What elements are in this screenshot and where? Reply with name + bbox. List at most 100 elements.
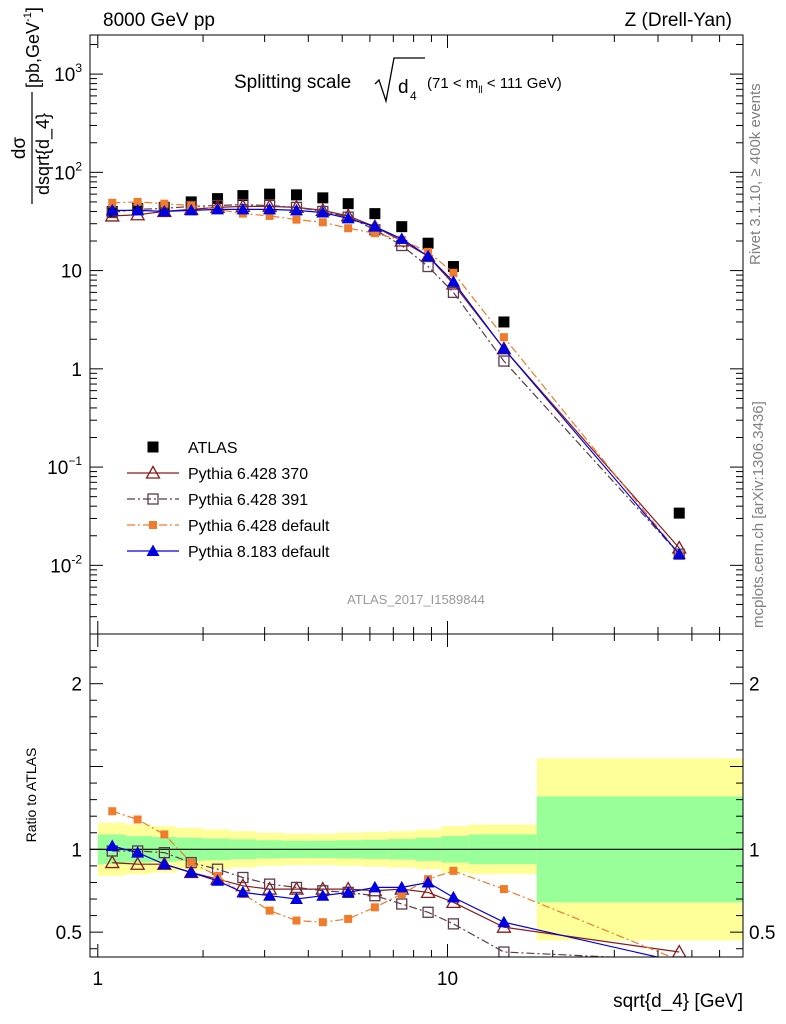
point-p6def xyxy=(160,199,169,208)
header-right: Z (Drell-Yan) xyxy=(625,10,732,31)
y-tick-label: 10 xyxy=(61,262,82,283)
x-tick-label: 10 xyxy=(437,969,458,990)
ratio-y-tick-label: 1 xyxy=(71,840,82,861)
plot-title-var-sub: 4 xyxy=(410,89,417,103)
point-p8def xyxy=(672,547,686,560)
point-atlas xyxy=(396,221,408,233)
ratio-point-p8def xyxy=(105,839,119,852)
main-panel: 10-2 10−1 1 10 102 103 xyxy=(47,34,744,635)
legend-label-p6def: Pythia 6.428 default xyxy=(188,518,330,535)
point-atlas xyxy=(212,193,224,205)
ratio-point-p6def xyxy=(344,914,353,923)
point-p8def xyxy=(157,204,171,217)
ratio-point-p8def xyxy=(263,889,277,901)
point-p6def xyxy=(344,224,353,233)
ratio-point-p6def xyxy=(370,903,379,912)
point-p8def xyxy=(211,202,225,215)
x-tick-label: 1 xyxy=(93,969,104,990)
legend-label-p8def: Pythia 8.183 default xyxy=(188,544,330,561)
ratio-point-p8def xyxy=(157,857,171,870)
side-label-mcplots: mcplots.cern.ch [arXiv:1306.3436] xyxy=(750,401,767,628)
point-p8def xyxy=(421,249,435,262)
point-p6def xyxy=(499,333,508,342)
header-left: 8000 GeV pp xyxy=(103,10,215,31)
point-atlas xyxy=(447,261,459,273)
point-p8def xyxy=(368,220,382,232)
ratio-point-p8def xyxy=(289,892,303,905)
point-p391 xyxy=(422,260,434,273)
x-axis-label: sqrt{d_4} [GeV] xyxy=(613,991,743,1012)
side-label-rivet: Rivet 3.1.10, ≥ 400k events xyxy=(747,83,764,265)
legend-item-p8def: Pythia 8.183 default xyxy=(127,544,330,561)
ratio-point-p370 xyxy=(420,884,436,899)
point-atlas xyxy=(422,237,434,249)
point-p8def xyxy=(341,211,355,224)
point-p8def xyxy=(131,203,145,216)
y-label-numerator: dσ xyxy=(9,137,30,160)
legend-marker-atlas xyxy=(147,441,159,453)
point-atlas xyxy=(290,189,302,201)
plot-title-cut: (71 < mll < 111 GeV) xyxy=(427,75,562,96)
point-p6def xyxy=(318,218,327,227)
point-p8def xyxy=(263,202,277,215)
series-line-p391 xyxy=(112,203,680,555)
point-p8def xyxy=(236,202,250,215)
ratio-y-tick-label: 2 xyxy=(71,675,82,696)
legend-item-p391: Pythia 6.428 391 xyxy=(127,492,308,509)
ratio-point-p8def xyxy=(497,915,511,928)
legend-label-p391: Pythia 6.428 391 xyxy=(188,492,308,509)
ratio-y-tick-label-right: 2 xyxy=(749,675,760,696)
point-p8def xyxy=(184,203,198,216)
y-label-denominator: dsqrt{d_4} xyxy=(33,113,54,195)
point-p8def xyxy=(395,232,409,244)
point-p8def xyxy=(497,342,511,354)
ratio-point-p391 xyxy=(263,878,276,890)
series-line-p6def xyxy=(112,201,680,555)
legend-marker-p391 xyxy=(147,493,159,505)
legend-item-p6def: Pythia 6.428 default xyxy=(127,518,330,535)
ratio-series-p6def xyxy=(108,807,673,957)
point-p8def xyxy=(316,206,330,218)
series-p8def xyxy=(105,202,686,560)
point-atlas xyxy=(237,190,249,202)
ratio-line-p8def xyxy=(112,845,660,957)
point-atlas xyxy=(673,507,685,519)
ratio-point-p6def xyxy=(108,807,117,816)
ratio-point-p6def xyxy=(133,815,142,824)
ratio-point-p391 xyxy=(422,906,434,918)
y-tick-label: 103 xyxy=(54,61,82,86)
ratio-y-tick-label-right: 0.5 xyxy=(749,923,775,944)
ratio-point-p8def xyxy=(368,880,382,893)
plot-title-main: Splitting scale xyxy=(234,72,351,93)
point-p391 xyxy=(447,286,460,299)
legend-label-p370: Pythia 6.428 370 xyxy=(188,466,308,483)
ratio-point-p391 xyxy=(447,918,460,930)
point-p8def xyxy=(105,203,119,216)
y-tick-label: 10-2 xyxy=(50,552,82,577)
ratio-point-p8def xyxy=(184,866,198,878)
point-p8def xyxy=(289,203,303,216)
ratio-y-tick-label: 0.5 xyxy=(56,923,82,944)
ratio-point-p391 xyxy=(237,871,249,884)
legend-item-p370: Pythia 6.428 370 xyxy=(127,465,308,483)
analysis-id-label: ATLAS_2017_I1589844 xyxy=(347,592,485,607)
ratio-point-p391 xyxy=(498,946,510,957)
point-atlas xyxy=(369,208,381,220)
ratio-y-label: Ratio to ATLAS xyxy=(23,748,39,843)
ratio-point-p391 xyxy=(158,846,170,859)
point-p6def xyxy=(108,198,117,207)
ratio-point-p6def xyxy=(160,830,169,839)
ratio-point-p6def xyxy=(292,916,301,925)
y-label-unit: [pb,GeV-1] xyxy=(22,7,43,88)
y-tick-label: 1 xyxy=(71,360,82,381)
point-p6def xyxy=(370,229,379,238)
point-atlas xyxy=(342,198,354,210)
legend-marker-p6def xyxy=(149,521,157,529)
ratio-point-p8def xyxy=(395,880,409,893)
ratio-point-p8def xyxy=(211,874,225,886)
legend-marker-p8def xyxy=(146,544,160,556)
ratio-frame xyxy=(89,633,744,958)
plot-title-var: d xyxy=(398,77,409,98)
main-y-label: dσ dsqrt{d_4} [pb,GeV-1] xyxy=(9,7,54,204)
